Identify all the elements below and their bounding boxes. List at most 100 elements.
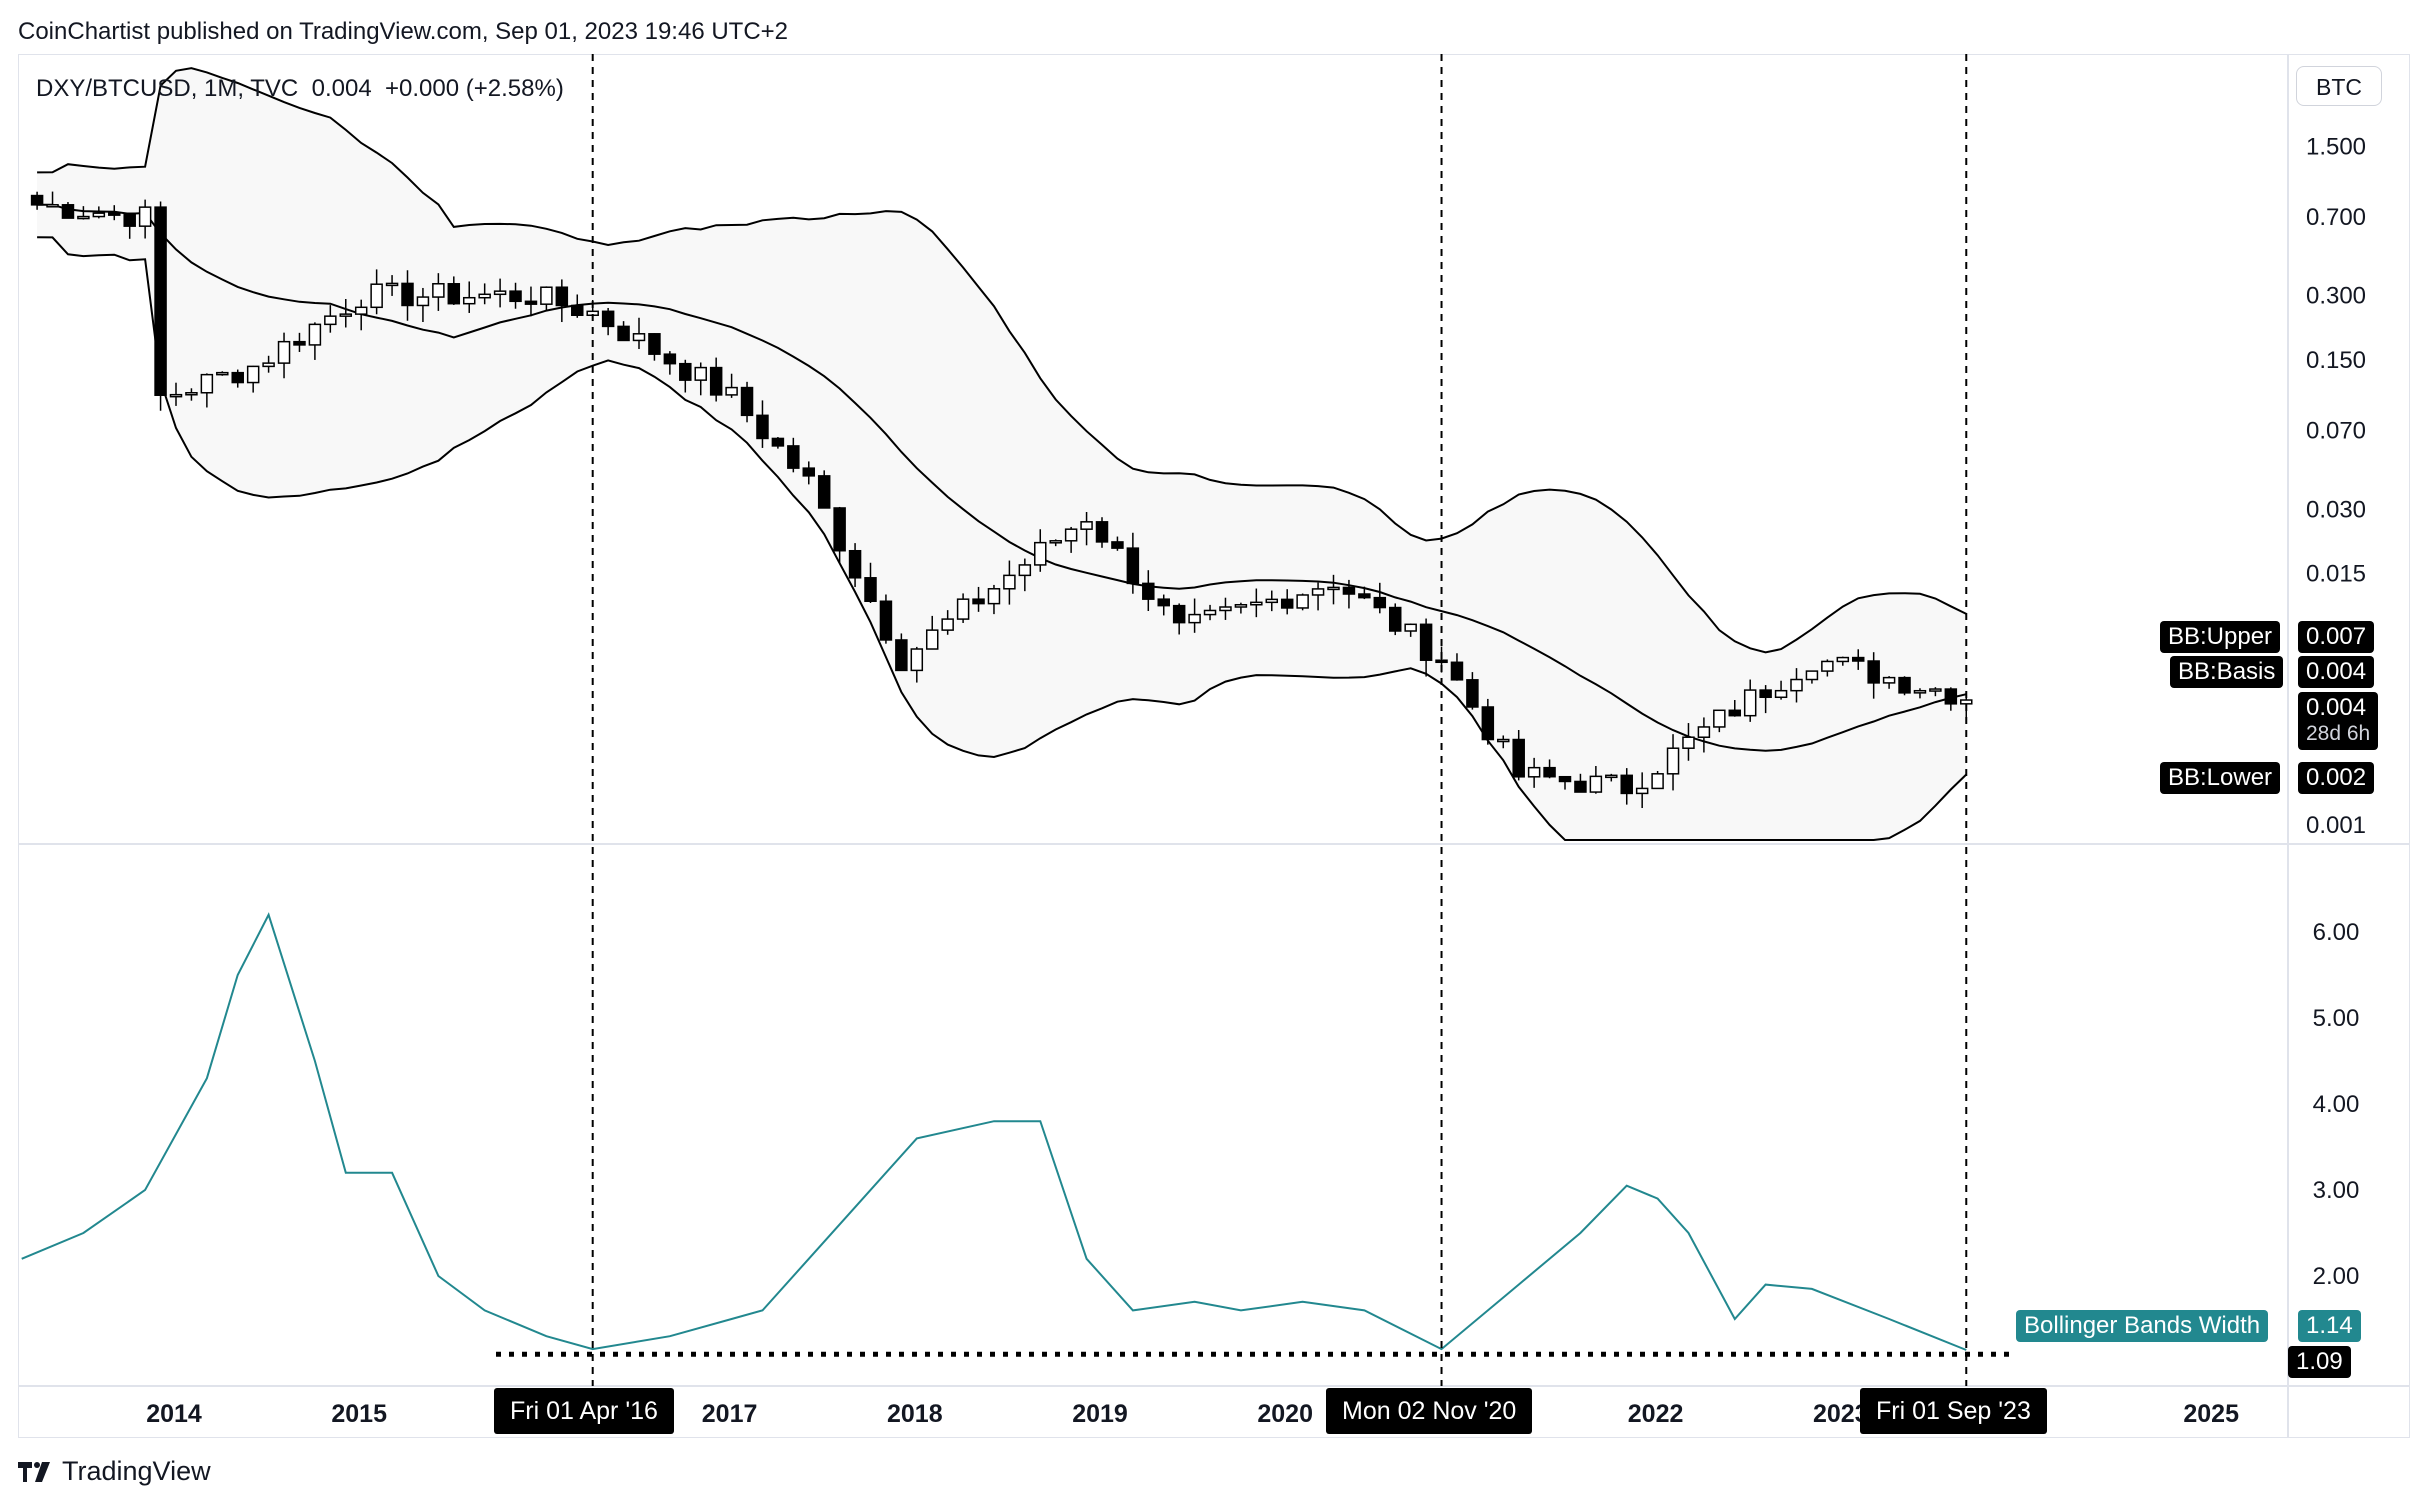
time-tick-label: 2015 — [331, 1400, 387, 1428]
candle-body — [1543, 766, 1556, 778]
date-marker-2: Mon 02 Nov '20 — [1326, 1388, 1533, 1434]
candle-body — [787, 445, 800, 469]
candle-body — [1111, 541, 1124, 549]
candle-body — [1003, 574, 1016, 590]
candle-body — [1296, 594, 1309, 609]
candle-body — [1512, 738, 1525, 778]
price-tick-label: 0.150 — [2306, 347, 2366, 374]
candle-body — [1697, 726, 1711, 738]
candle-body — [1481, 706, 1495, 741]
candle-body — [216, 371, 229, 376]
candle-body — [1913, 689, 1927, 694]
bbw-tick-label: 5.00 — [2313, 1005, 2360, 1032]
footer-brand-label: TradingView — [62, 1456, 211, 1486]
candle-body — [293, 340, 306, 346]
symbol-legend: DXY/BTCUSD, 1M, TVC 0.004 +0.000 (+2.58%… — [36, 75, 564, 103]
candle-body — [1250, 601, 1263, 606]
candle-body — [46, 204, 59, 208]
candle-body — [571, 304, 584, 317]
publish-credit: CoinChartist published on TradingView.co… — [18, 18, 789, 45]
candle-body — [1049, 540, 1062, 544]
price-tick-label: 0.300 — [2306, 283, 2366, 310]
level-value: 1.09 — [2288, 1346, 2351, 1378]
candle-body — [1280, 598, 1294, 609]
candle-body — [1497, 738, 1510, 743]
candle-body — [1080, 521, 1093, 530]
candle-body — [1620, 774, 1633, 795]
candle-body — [524, 300, 538, 305]
candle-body — [277, 340, 291, 364]
candle-body — [92, 212, 106, 218]
candle-body — [1064, 528, 1078, 542]
candle-body — [108, 212, 121, 216]
candle-body — [1188, 613, 1201, 624]
time-tick-label: 2025 — [2183, 1400, 2239, 1428]
candle-body — [478, 293, 491, 299]
chart-frame — [18, 54, 2410, 1438]
time-tick-label: 2022 — [1628, 1400, 1684, 1428]
candle-body — [1867, 660, 1880, 684]
candle-body — [77, 215, 90, 220]
candle-body — [185, 392, 198, 396]
candle-body — [1682, 736, 1695, 749]
bbw-tick-label: 3.00 — [2313, 1177, 2360, 1204]
bar-countdown: 28d 6h — [2306, 722, 2371, 745]
price-tick-label: 0.015 — [2306, 561, 2366, 588]
candle-body — [756, 414, 769, 440]
candle-body — [1172, 604, 1186, 624]
candle-body — [1018, 564, 1032, 577]
candle-body — [1311, 588, 1325, 596]
candle-body — [432, 283, 445, 298]
bbw-tick-label: 6.00 — [2313, 919, 2360, 946]
candle-body — [30, 194, 44, 206]
tradingview-logo-icon — [18, 1461, 50, 1482]
candle-body — [1126, 547, 1140, 585]
bbw-value: 1.14 — [2298, 1310, 2361, 1342]
candle-body — [1388, 606, 1402, 632]
last-price-value: 0.004 — [2306, 694, 2367, 721]
candle-body — [1882, 676, 1896, 684]
candle-body — [555, 286, 569, 307]
candle-body — [817, 475, 831, 509]
time-tick-label: 2017 — [702, 1400, 758, 1428]
legend-price: 0.004 — [311, 75, 372, 102]
candle-body — [1743, 689, 1757, 717]
candle-body — [462, 296, 476, 305]
bb-lower-label: BB:Lower — [2160, 762, 2281, 794]
candle-body — [879, 600, 893, 641]
bbw-label: Bollinger Bands Width — [2016, 1310, 2269, 1342]
candle-body — [354, 306, 368, 315]
time-tick-label: 2014 — [146, 1400, 202, 1428]
candle-body — [679, 362, 692, 381]
candle-body — [1527, 766, 1541, 778]
candle-body — [941, 618, 954, 631]
candlesticks — [30, 191, 1973, 809]
footer-brand[interactable]: TradingView — [18, 1456, 211, 1487]
candle-body — [1960, 699, 1973, 705]
candle-body — [1358, 593, 1371, 599]
candle-body — [1435, 659, 1448, 664]
currency-button[interactable]: BTC — [2296, 66, 2382, 106]
bb-lower-value: 0.002 — [2298, 762, 2375, 794]
time-tick-label: 2018 — [887, 1400, 943, 1428]
candle-body — [246, 365, 260, 384]
candle-body — [231, 371, 244, 384]
candle-body — [169, 393, 183, 398]
legend-symbol: DXY/BTCUSD, 1M, TVC — [36, 75, 299, 102]
date-marker-1: Fri 01 Apr '16 — [494, 1388, 674, 1434]
bbw-tick-label: 2.00 — [2313, 1263, 2360, 1290]
candle-body — [925, 629, 939, 650]
candle-body — [663, 353, 677, 365]
price-tick-label: 0.001 — [2306, 812, 2366, 839]
candle-body — [493, 290, 507, 296]
candle-body — [1419, 623, 1433, 661]
candle-body — [1157, 598, 1170, 607]
candle-body — [200, 373, 214, 394]
candle-body — [447, 283, 461, 305]
bb-upper-line — [37, 67, 1967, 654]
candle-body — [1805, 670, 1819, 681]
candle-body — [370, 283, 383, 309]
candle-body — [617, 325, 630, 342]
vertical-markers — [591, 54, 1968, 1386]
